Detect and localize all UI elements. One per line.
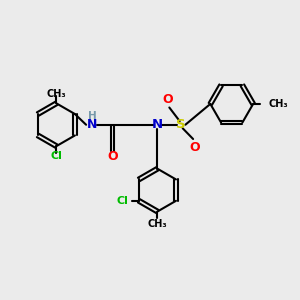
- Text: O: O: [189, 141, 200, 154]
- Text: N: N: [152, 118, 163, 131]
- Text: N: N: [87, 118, 97, 131]
- Text: CH₃: CH₃: [268, 99, 288, 109]
- Text: O: O: [163, 93, 173, 106]
- Text: O: O: [107, 150, 118, 163]
- Text: Cl: Cl: [117, 196, 128, 206]
- Text: H: H: [88, 111, 96, 122]
- Text: CH₃: CH₃: [148, 219, 167, 229]
- Text: Cl: Cl: [50, 151, 62, 160]
- Text: S: S: [176, 118, 186, 131]
- Text: CH₃: CH₃: [46, 89, 66, 99]
